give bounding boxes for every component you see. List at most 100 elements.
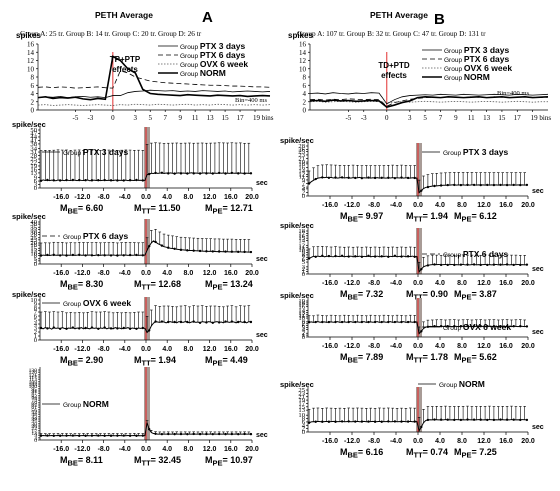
y-tick-label: 12 [298,242,305,249]
x-tick-label: -4.0 [390,202,402,209]
y-tick-label: 25 [298,148,305,155]
stat-symbol: M [406,447,414,457]
mean-point [78,178,81,182]
legend-label: Group PTX 6 days [63,231,129,241]
x-tick-label: 13 [483,114,491,122]
x-tick-label: 3 [134,114,138,122]
y-tick-label: 69 [31,401,37,407]
mean-point [103,178,106,182]
y-tick-label: 28 [30,232,37,239]
x-tick-label: 16.0 [224,194,238,201]
y-axis-label: spike/sec [280,221,314,230]
stat-subscript: BE [68,359,78,368]
x-tick-label: 0.0 [141,270,151,277]
mean-point [492,418,496,422]
mean-point [360,255,364,258]
y-tick-label: 13 [31,431,37,437]
mean-point [211,172,214,175]
legend-label-name: PTX 6 days [83,231,129,241]
x-tick-label: -12.0 [74,270,90,277]
x-tick-label: 0.0 [141,446,151,453]
stat-pe: MPE= 12.71 [205,203,253,216]
stat-tt: MTT= 1.94 [406,211,448,224]
mean-point [97,253,100,257]
mean-point [173,432,176,436]
mean-point [65,434,68,437]
mean-point [192,249,195,252]
panel-a-letter: A [202,9,213,26]
mean-point [479,263,482,267]
mean-point [109,179,113,182]
series-line-3 [37,55,271,101]
x-tick-label: -8.0 [368,202,380,209]
mean-point [186,432,189,436]
x-tick-label: 12.0 [477,202,491,209]
stat-subscript: PE [213,207,223,216]
mean-point [84,434,87,437]
mean-point [128,327,132,330]
y-tick-label: 78 [31,396,37,402]
stat-symbol: M [134,455,142,465]
x-tick-label: 16.0 [499,343,513,350]
panel-b-letter: B [434,11,445,28]
stat-value: = 2.90 [78,355,103,365]
mean-point [122,326,125,330]
mean-point [505,183,509,187]
y-tick-label: 23 [298,390,305,397]
mean-point [354,176,357,180]
y-tick-label: 15 [298,235,305,242]
y-tick-label: 100 [29,384,38,390]
x-tick-label: -16.0 [322,202,338,209]
mean-point [314,177,317,181]
y-axis-label: spike/sec [280,291,314,300]
stat-value: = 6.16 [358,447,383,457]
x-tick-label: -16.0 [322,438,338,445]
legend-label: Group NORM [444,72,490,82]
mean-point [65,178,68,182]
x-tick-label: 7 [439,114,443,122]
mean-point [128,253,132,257]
mean-point [217,432,221,436]
stimulus-bar [416,387,422,432]
mean-point [426,264,430,267]
mean-point [426,418,430,422]
stat-symbol: M [60,203,68,213]
mean-point [525,325,529,328]
y-tick-label: 0 [302,429,306,436]
y-tick-label: 8 [303,74,307,82]
y-tick-label: 22 [31,426,37,432]
mean-point [387,420,390,423]
y-tick-label: 30 [30,230,37,237]
mean-point [154,320,157,323]
mean-point [525,418,529,422]
stat-value: = 3.87 [472,289,497,299]
mean-point [519,263,522,267]
stat-value: = 4.49 [223,355,248,365]
mean-point [492,183,496,187]
y-tick-label: 0 [34,261,38,268]
mean-line [308,255,527,274]
x-tick-label: -12.0 [74,194,90,201]
legend-label-name: OVX 6 week [83,298,131,308]
mean-point [116,179,119,182]
stat-tt: MTT= 1.78 [406,352,448,365]
x-tick-label: 17 [514,114,522,122]
mean-point [340,176,344,179]
mean-line [40,172,251,182]
stat-symbol: M [454,447,462,457]
mean-point [453,418,456,422]
y-tick-label: 0 [303,107,307,115]
mean-point [433,184,436,188]
stat-value: = 6.12 [472,211,497,221]
mean-point [525,263,529,266]
x-tick-label: 9 [454,114,458,122]
legend-label-name: PTX 3 days [200,41,246,51]
y-tick-label: 11 [299,313,305,320]
stat-value: = 7.32 [358,289,383,299]
y-axis-label: spike/sec [280,136,314,145]
y-tick-label: 25 [30,156,37,163]
mean-point [243,250,246,254]
y-tick-label: 74 [31,398,37,404]
mean-point [230,320,234,323]
